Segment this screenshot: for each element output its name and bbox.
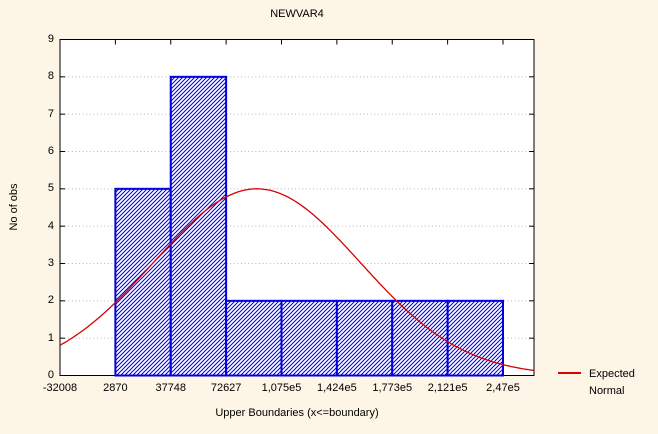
y-tick-label: 1 bbox=[47, 331, 54, 344]
x-axis-title: Upper Boundaries (x<=boundary) bbox=[215, 407, 379, 419]
expected-normal-line-swatch bbox=[558, 372, 581, 374]
y-tick-label: 9 bbox=[47, 33, 54, 45]
y-tick-label: 5 bbox=[47, 182, 54, 195]
y-tick-label: 6 bbox=[47, 145, 54, 157]
y-tick-label: 7 bbox=[47, 107, 54, 120]
x-tick-label: 1,075e5 bbox=[261, 382, 302, 394]
x-tick-label: 72627 bbox=[210, 382, 242, 394]
x-tick-label: 2,47e5 bbox=[486, 382, 520, 394]
chart-title: NEWVAR4 bbox=[270, 8, 324, 20]
x-tick-label: 2,121e5 bbox=[427, 382, 468, 394]
x-tick-label: 37748 bbox=[155, 382, 187, 394]
y-tick-label: 0 bbox=[47, 369, 54, 381]
histogram-bar bbox=[446, 299, 504, 377]
y-tick-label: 4 bbox=[47, 219, 54, 232]
x-tick-label: 1,424e5 bbox=[316, 382, 357, 394]
histogram-bar bbox=[114, 187, 172, 377]
legend-label-line1: Expected bbox=[589, 368, 635, 380]
legend-label-line2: Normal bbox=[589, 385, 625, 397]
expected-normal-curve bbox=[59, 188, 535, 372]
histogram-bar bbox=[225, 299, 283, 377]
y-axis-title: No of obs bbox=[8, 183, 20, 231]
x-tick-label: 1,773e5 bbox=[372, 382, 413, 394]
histogram-bar bbox=[335, 299, 394, 377]
legend-label: Expected Normal bbox=[589, 366, 635, 400]
histogram-bar bbox=[169, 75, 228, 377]
x-tick-label: -32008 bbox=[42, 382, 78, 394]
histogram-bar bbox=[391, 299, 449, 377]
y-tick-label: 8 bbox=[47, 70, 54, 83]
y-tick-label: 3 bbox=[47, 257, 54, 269]
x-tick-label: 2870 bbox=[103, 382, 128, 394]
histogram-bar bbox=[280, 299, 338, 377]
y-tick-label: 2 bbox=[47, 294, 54, 307]
